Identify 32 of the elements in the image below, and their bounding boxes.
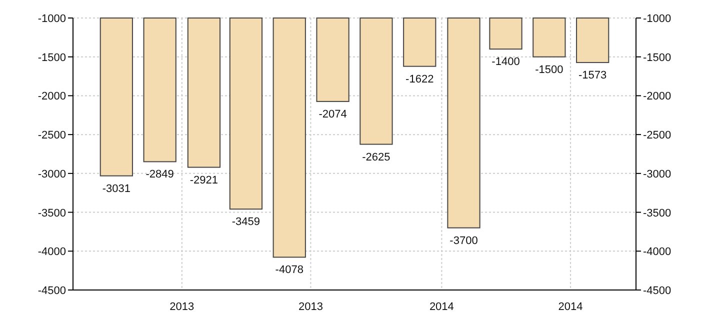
data-label: -2074 [318,108,347,120]
data-label: -1500 [535,64,564,76]
y-tick-label: -2500 [38,130,66,142]
y-tick-label: -4000 [38,246,66,258]
y2-tick-label: -3500 [643,207,672,220]
y2-tick-label: -4000 [643,246,672,258]
y2-tick-label: -2000 [643,90,672,103]
y-tick-label: -1000 [38,13,66,25]
y-tick-label: -2000 [38,90,66,103]
y2-tick-label: -4500 [643,285,672,297]
y-tick-label: -4500 [38,285,66,297]
x-tick-label: 2013 [170,301,194,313]
y-tick-label: -3000 [38,168,66,180]
y-tick-label: -1500 [38,52,66,64]
data-label: -1400 [492,56,520,68]
data-label: -2849 [146,168,174,181]
data-label: -3700 [450,234,478,247]
data-label: -1573 [578,70,607,82]
data-label: -2625 [362,151,390,164]
y2-tick-label: -1500 [643,52,672,64]
data-label: -2921 [190,174,218,186]
y-tick-label: -3500 [38,207,66,220]
y2-tick-label: -1000 [643,13,672,25]
data-label: -3031 [102,182,130,195]
x-tick-label: 2014 [558,301,583,313]
x-tick-label: 2014 [429,301,454,313]
data-label: -4078 [275,264,304,276]
y2-tick-label: -3000 [643,168,672,180]
data-label: -1622 [406,73,434,86]
y2-tick-label: -2500 [643,130,672,142]
x-tick-label: 2013 [298,301,323,313]
data-label: -3459 [232,216,260,228]
